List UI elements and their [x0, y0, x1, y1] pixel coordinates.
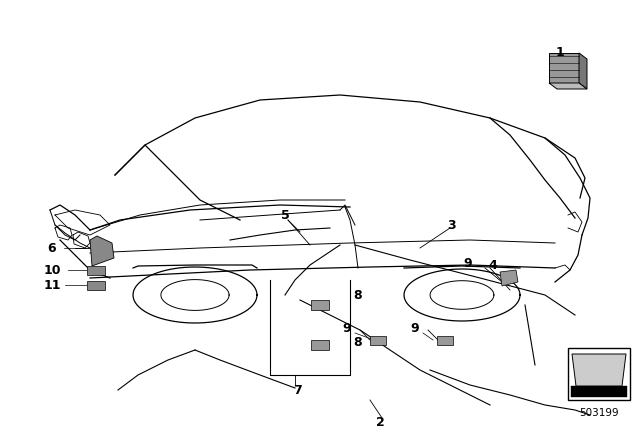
Text: 10: 10 [44, 263, 61, 276]
Text: 1: 1 [556, 46, 564, 59]
Text: 5: 5 [280, 208, 289, 221]
Polygon shape [500, 270, 518, 286]
Bar [568, 348, 630, 400]
Text: 9: 9 [342, 322, 351, 335]
Polygon shape [90, 236, 114, 266]
Bar [571, 386, 627, 397]
Polygon shape [579, 53, 587, 89]
Bar [311, 300, 329, 310]
Bar [87, 280, 105, 289]
Text: 7: 7 [292, 383, 301, 396]
Text: 503199: 503199 [579, 408, 619, 418]
Text: 9: 9 [411, 322, 419, 335]
Polygon shape [549, 83, 587, 89]
Text: 3: 3 [448, 219, 456, 232]
Bar [87, 266, 105, 275]
Text: 11: 11 [44, 279, 61, 292]
Text: 6: 6 [48, 241, 56, 254]
Text: 4: 4 [488, 258, 497, 271]
Bar [437, 336, 453, 345]
Bar [311, 340, 329, 350]
Text: 2: 2 [376, 415, 385, 428]
Text: 8: 8 [354, 336, 362, 349]
Bar [549, 53, 579, 83]
Text: 9: 9 [464, 257, 472, 270]
Polygon shape [572, 354, 626, 386]
Text: 8: 8 [354, 289, 362, 302]
Bar [370, 336, 386, 345]
